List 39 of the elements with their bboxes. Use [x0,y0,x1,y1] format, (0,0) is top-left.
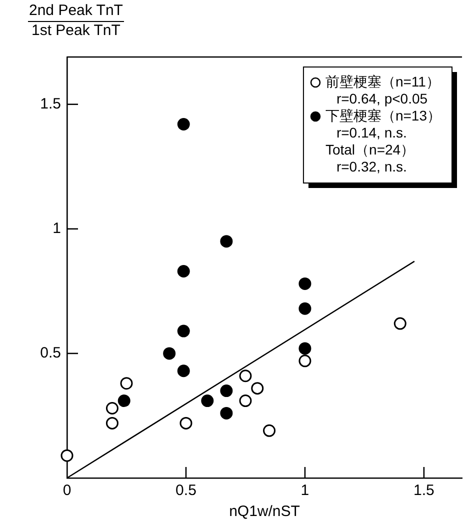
point [220,384,233,398]
x-tick-label: 0 [62,482,72,500]
point [298,354,312,368]
x-tick-label: 1 [300,482,310,500]
x-tick-label: 0.5 [176,482,196,500]
y-tick-label: 1 [52,220,61,238]
y-tick-label: 1.5 [40,95,61,112]
point [120,377,133,390]
legend-label: 下壁梗塞（n=13） [325,107,442,124]
point [201,394,214,408]
point [180,416,192,430]
point [177,324,190,338]
point [177,118,190,131]
point [106,416,118,430]
point [298,342,312,355]
point [251,382,264,395]
point [106,402,118,414]
x-tick-label: 1.5 [414,482,434,500]
annotation: Total（n=24） [325,141,415,158]
annotation: r=0.32, n.s. [336,158,407,174]
point [177,364,190,378]
point [263,424,276,437]
point [177,264,190,278]
point [298,277,312,290]
point [220,235,233,248]
point [60,449,74,462]
y-axis-title: 2nd Peak TnT 1st Peak TnT [28,2,124,40]
point [163,347,176,360]
point [239,370,252,382]
point [298,302,312,315]
legend-label: 前壁梗塞（n=11） [325,73,440,90]
annotation: r=0.64, p<0.05 [336,90,428,106]
point [394,317,406,330]
point [220,406,233,420]
point [118,394,130,408]
point [239,394,252,408]
y-tick-label: 0.5 [40,344,61,362]
x-axis-title: nQ1w/nST [229,503,300,520]
annotation: r=0.14, n.s. [336,124,407,140]
